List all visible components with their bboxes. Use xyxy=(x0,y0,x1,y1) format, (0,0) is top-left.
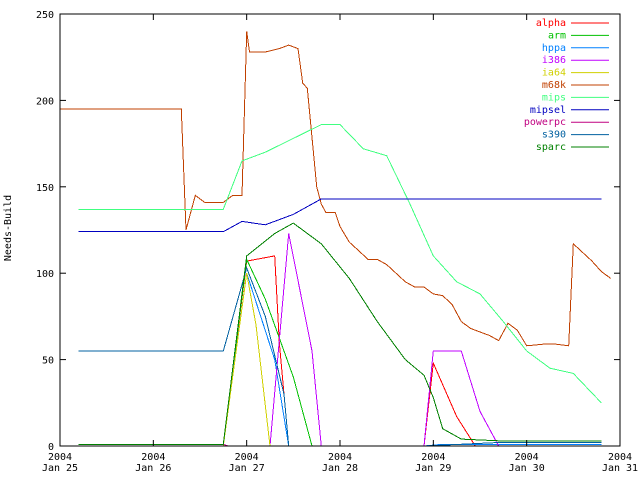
x-tick-label-year: 2004 xyxy=(608,452,632,463)
y-tick-label: 200 xyxy=(36,96,54,107)
y-tick-label: 0 xyxy=(48,442,54,453)
series-line-ia64 xyxy=(222,273,280,447)
legend-label-arm: arm xyxy=(548,30,566,41)
legend-label-ia64: ia64 xyxy=(542,68,566,79)
x-tick-label-year: 2004 xyxy=(328,452,352,463)
series-line-m68k xyxy=(60,31,611,347)
x-tick-label-date: Jan 31 xyxy=(602,463,638,474)
legend-label-i386: i386 xyxy=(542,55,566,66)
legend-label-m68k: m68k xyxy=(542,80,566,91)
x-tick-label-date: Jan 26 xyxy=(135,463,171,474)
x-tick-label-year: 2004 xyxy=(515,452,539,463)
plot-frame xyxy=(59,13,621,447)
x-tick-label-date: Jan 29 xyxy=(415,463,451,474)
series-line-sparc xyxy=(78,222,602,445)
x-tick-label-year: 2004 xyxy=(235,452,259,463)
series-line-mipsel xyxy=(78,198,602,233)
y-tick-label: 100 xyxy=(36,269,54,280)
legend-label-alpha: alpha xyxy=(536,18,566,29)
legend-label-sparc: sparc xyxy=(536,142,566,153)
legend-label-mipsel: mipsel xyxy=(530,105,566,116)
y-tick-label: 50 xyxy=(42,356,54,367)
y-tick-label: 250 xyxy=(36,10,54,21)
legend-label-powerpc: powerpc xyxy=(524,117,566,128)
x-tick-label-date: Jan 27 xyxy=(229,463,265,474)
legend-label-s390: s390 xyxy=(542,130,566,141)
series-line-hppa xyxy=(78,273,602,447)
y-axis-label: Needs-Build xyxy=(3,195,14,261)
x-tick-label-date: Jan 25 xyxy=(42,463,78,474)
x-tick-label-date: Jan 30 xyxy=(509,463,545,474)
series-line-mips xyxy=(78,124,602,404)
x-tick-label-year: 2004 xyxy=(421,452,445,463)
series-line-s390 xyxy=(78,266,602,447)
legend-label-hppa: hppa xyxy=(542,43,566,54)
y-tick-label: 150 xyxy=(36,183,54,194)
series-line-arm xyxy=(78,257,602,447)
x-tick-label-year: 2004 xyxy=(48,452,72,463)
series-lines xyxy=(60,31,611,447)
x-tick-label-year: 2004 xyxy=(141,452,165,463)
x-tick-label-date: Jan 28 xyxy=(322,463,358,474)
legend-label-mips: mips xyxy=(542,92,566,103)
